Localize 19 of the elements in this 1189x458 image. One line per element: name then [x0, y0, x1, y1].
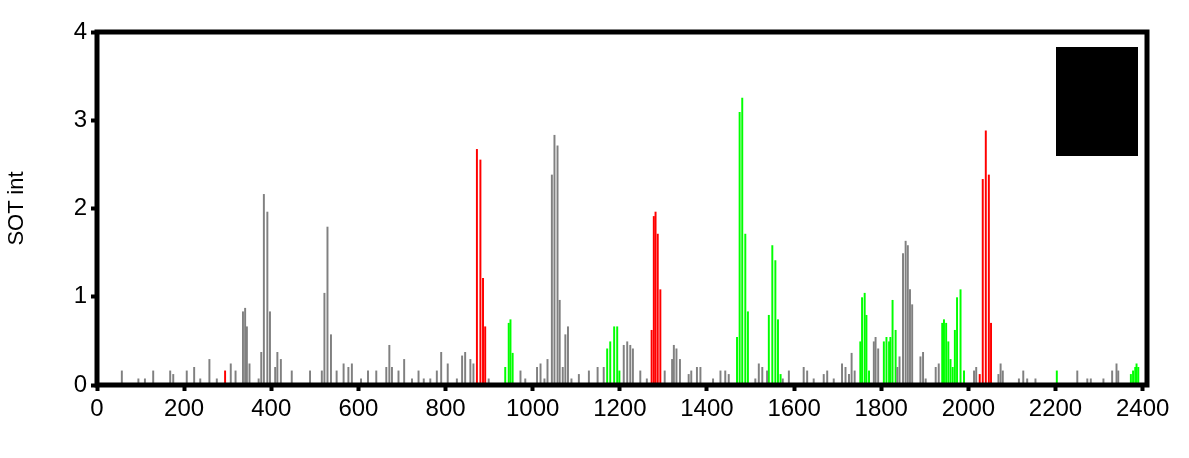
x-tick-label: 1000 — [505, 394, 560, 422]
x-tick-label: 200 — [164, 394, 205, 422]
y-tick-label: 3 — [73, 104, 87, 132]
x-tick-label: 0 — [90, 394, 104, 422]
y-axis-title: SOT int — [3, 171, 29, 246]
x-tick-label: 2000 — [941, 394, 996, 422]
y-tick-label: 2 — [73, 193, 87, 221]
y-tick-label: 1 — [73, 281, 87, 309]
x-tick-label: 2200 — [1028, 394, 1083, 422]
x-tick-label: 2400 — [1115, 394, 1170, 422]
x-tick-label: 600 — [338, 394, 379, 422]
y-tick-label: 4 — [73, 16, 87, 44]
x-tick-label: 1200 — [593, 394, 647, 422]
x-tick-label: 800 — [425, 394, 466, 422]
x-tick-label: 1600 — [767, 394, 821, 422]
x-tick-label: 1800 — [854, 394, 908, 422]
x-tick-label: 400 — [251, 394, 292, 422]
x-tick-label: 1400 — [680, 394, 734, 422]
y-tick-label: 0 — [73, 369, 87, 397]
